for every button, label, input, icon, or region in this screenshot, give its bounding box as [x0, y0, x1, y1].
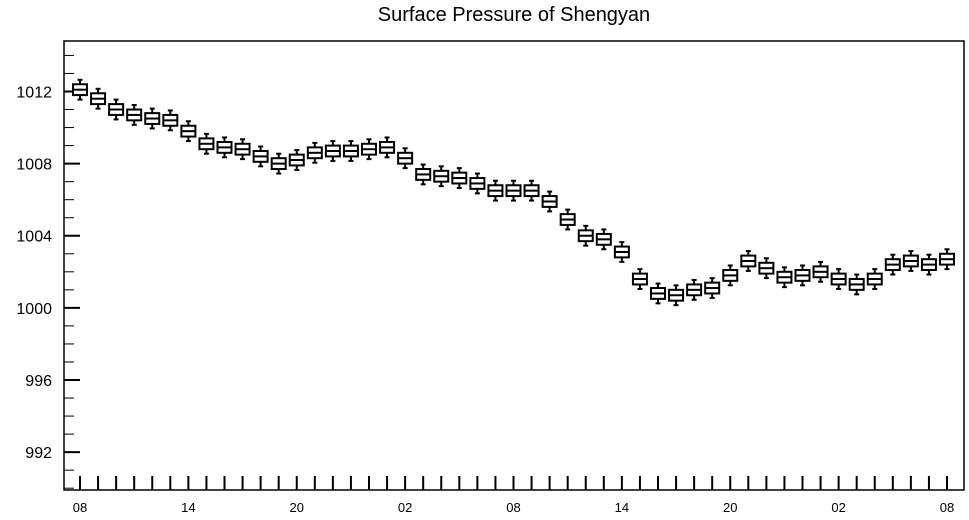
box-mark	[379, 136, 396, 159]
box-mark	[252, 145, 269, 168]
x-tick-label: 14	[615, 500, 629, 515]
box-mark	[884, 253, 901, 276]
box-mark	[180, 120, 197, 143]
box-mark	[342, 140, 359, 162]
box-mark	[848, 273, 865, 296]
box-mark	[324, 140, 341, 162]
box-mark	[451, 167, 468, 189]
chart-title: Surface Pressure of Shengyan	[377, 4, 651, 26]
box-mark	[162, 109, 179, 132]
box-mark	[902, 250, 919, 272]
y-tick-label: 992	[25, 445, 52, 462]
box-mark	[866, 268, 883, 290]
box-mark	[72, 78, 88, 101]
box-mark	[397, 147, 414, 170]
box-mark	[415, 163, 432, 186]
box-series	[72, 78, 955, 307]
box-mark	[144, 107, 161, 130]
y-tick-label: 1012	[16, 84, 52, 101]
box-mark	[668, 284, 685, 307]
box-mark	[90, 87, 107, 110]
y-tick-label: 1004	[16, 229, 52, 246]
x-tick-label: 02	[398, 500, 412, 515]
box-mark	[613, 241, 630, 263]
y-tick-label: 996	[25, 373, 52, 390]
box-mark	[740, 250, 757, 272]
x-axis: 08 14 20 02 08 14 20 02 08	[73, 476, 954, 515]
box-mark	[595, 228, 612, 251]
box-mark	[577, 224, 594, 247]
box-mark	[487, 179, 504, 202]
box-mark	[812, 260, 829, 283]
x-tick-label: 08	[940, 500, 954, 515]
x-tick-label: 20	[723, 500, 737, 515]
box-mark	[631, 268, 648, 290]
box-mark	[523, 179, 540, 202]
box-mark	[559, 208, 576, 231]
box-mark	[939, 248, 955, 271]
box-mark	[650, 282, 666, 305]
box-mark	[234, 138, 251, 161]
box-mark	[920, 253, 937, 276]
y-axis: 992 996 1000 1004 1008 1012	[16, 54, 80, 489]
box-mark	[686, 278, 703, 301]
box-mark	[361, 138, 377, 161]
box-mark	[758, 257, 775, 280]
x-tick-label: 14	[181, 500, 195, 515]
x-tick-label: 08	[506, 500, 520, 515]
box-mark	[722, 264, 739, 287]
box-mark	[433, 165, 450, 188]
box-mark	[830, 268, 847, 290]
box-mark	[776, 266, 793, 289]
plot-border	[63, 40, 965, 491]
x-tick-label: 02	[831, 500, 845, 515]
box-mark	[469, 172, 486, 195]
box-mark	[704, 277, 721, 299]
box-mark	[794, 264, 811, 287]
box-mark	[541, 190, 558, 213]
box-mark	[198, 132, 215, 155]
x-tick-label: 20	[290, 500, 304, 515]
box-mark	[288, 149, 305, 171]
x-tick-label: 08	[73, 500, 87, 515]
plot-frame	[63, 40, 965, 491]
box-mark	[306, 141, 323, 164]
y-tick-label: 1008	[16, 157, 52, 174]
box-mark	[270, 152, 287, 175]
y-tick-label: 1000	[16, 301, 52, 318]
box-mark	[505, 179, 522, 202]
box-mark	[126, 104, 143, 126]
box-mark	[108, 98, 125, 121]
box-mark	[216, 136, 233, 159]
